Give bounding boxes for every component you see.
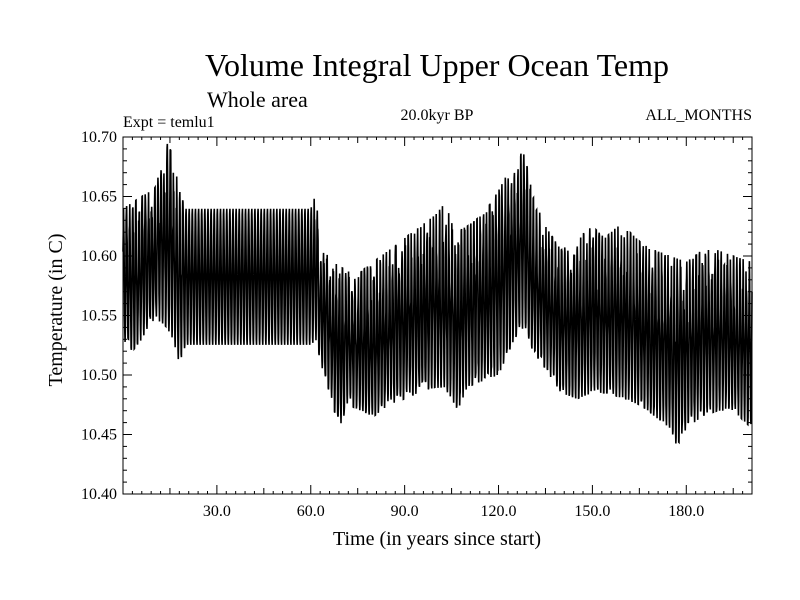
y-tick-label: 10.45 [81, 427, 117, 444]
months-label: ALL_MONTHS [645, 107, 752, 124]
chart-subtitle: Whole area [207, 87, 308, 112]
data-series [122, 143, 753, 445]
period-label: 20.0kyr BP [401, 107, 474, 124]
y-tick-label: 10.40 [81, 486, 117, 503]
x-tick-label: 60.0 [297, 503, 325, 520]
x-tick-label: 90.0 [391, 503, 419, 520]
y-tick-label: 10.50 [81, 367, 117, 384]
x-tick-label: 150.0 [574, 503, 610, 520]
x-tick-label: 120.0 [481, 503, 517, 520]
y-axis-ticks: 10.40 10.45 10.50 10.55 10.60 10.65 10.70 [81, 129, 752, 503]
experiment-label: Expt = temlu1 [123, 114, 215, 131]
x-axis-label: Time (in years since start) [333, 528, 541, 550]
y-tick-label: 10.60 [81, 248, 117, 265]
series-line [122, 143, 753, 445]
y-tick-label: 10.65 [81, 189, 117, 206]
x-tick-label: 180.0 [668, 503, 704, 520]
x-axis-ticks: 30.0 60.0 90.0 120.0 150.0 180.0 [131, 137, 744, 520]
y-tick-label: 10.70 [81, 129, 117, 146]
y-axis-label: Temperature (in C) [45, 234, 67, 387]
y-tick-label: 10.55 [81, 308, 117, 325]
x-tick-label: 30.0 [203, 503, 231, 520]
chart-title: Volume Integral Upper Ocean Temp [205, 47, 669, 83]
